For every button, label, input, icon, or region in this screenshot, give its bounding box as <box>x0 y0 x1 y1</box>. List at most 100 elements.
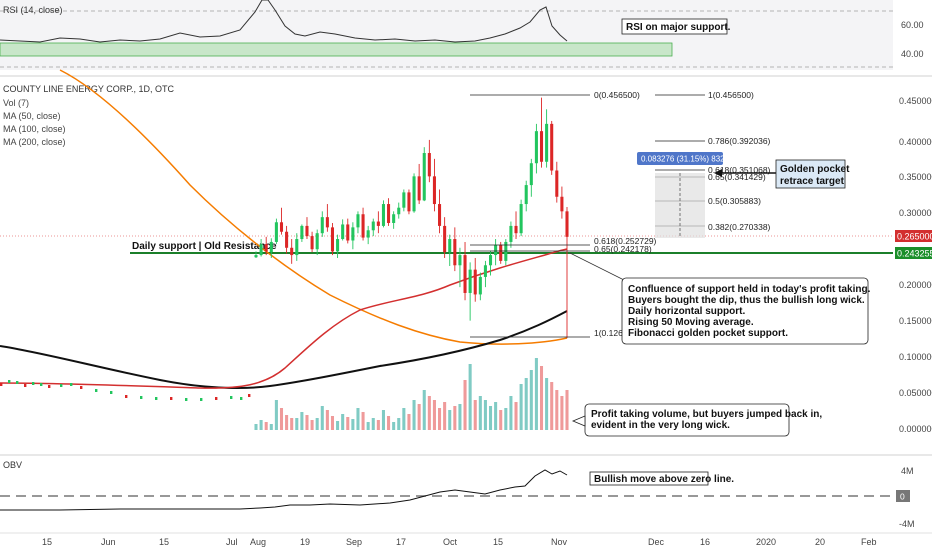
candle-body <box>392 214 396 223</box>
candle-body <box>295 239 299 256</box>
volume-bar <box>361 412 365 430</box>
volume-bar <box>504 408 508 430</box>
volume-bars <box>254 358 569 430</box>
fib2-0786-label: 0.786(0.392036) <box>708 136 771 146</box>
volume-bar <box>494 402 498 430</box>
fib2-1-label: 1(0.456500) <box>708 90 754 100</box>
ma100-line <box>59 69 568 345</box>
fib-065-label: 0.65(0.242178) <box>594 244 652 254</box>
volume-bar <box>443 402 447 430</box>
candle-body <box>125 395 128 398</box>
volume-bar <box>320 406 324 430</box>
time-tick-13: 2020 <box>756 537 776 547</box>
time-tick-3: Jul <box>226 537 238 547</box>
rsi-axis-40: 40.00 <box>901 49 924 59</box>
measure-badge-text: 0.083276 (31.15%) 83276 <box>641 155 734 164</box>
confluence-line2: Buyers bought the dip, thus the bullish … <box>628 295 865 306</box>
rsi-annotation: RSI on major support. <box>626 22 731 33</box>
candle-body <box>95 389 98 392</box>
time-tick-6: Sep <box>346 537 362 547</box>
moving-averages <box>0 69 568 389</box>
candle-body <box>110 391 113 394</box>
candle-body <box>509 225 513 242</box>
candle-body <box>361 214 365 238</box>
candle-body <box>0 383 3 386</box>
candle-body <box>230 396 233 399</box>
candle-body <box>200 398 203 401</box>
time-tick-5: 19 <box>300 537 310 547</box>
symbol-title: COUNTY LINE ENERGY CORP., 1D, OTC <box>3 84 175 94</box>
candle-body <box>155 397 158 400</box>
volume-bar <box>534 358 538 430</box>
volume-bar <box>560 396 564 430</box>
volume-bar <box>509 396 513 430</box>
last-price-text: 0.265000 <box>897 232 932 242</box>
measure-badge <box>637 152 723 165</box>
candle-body <box>285 231 289 248</box>
volume-bar <box>438 408 442 430</box>
volume-bar <box>336 421 340 430</box>
candle-body <box>170 397 173 400</box>
volume-bar <box>417 404 421 430</box>
candle-body <box>514 225 518 234</box>
confluence-line5: Fibonacci golden pocket support. <box>628 328 788 339</box>
candle-body <box>70 383 73 386</box>
candle-body <box>468 269 472 293</box>
candle-body <box>300 225 304 240</box>
ma200-line <box>0 310 568 389</box>
volume-bar <box>330 416 335 430</box>
volume-bar <box>269 424 273 430</box>
volume-bar <box>565 390 569 430</box>
volume-bar <box>524 378 528 430</box>
volume-annotation-line1: Profit taking volume, but buyers jumped … <box>591 409 822 420</box>
fib2-0382-label: 0.382(0.270338) <box>708 222 771 232</box>
candle-body <box>140 396 143 399</box>
volume-bar <box>483 400 487 430</box>
candle-body <box>494 244 498 256</box>
obv-axis-4m: 4M <box>901 466 914 476</box>
candle-body <box>443 225 447 253</box>
candle-body <box>458 255 462 266</box>
volume-bar <box>488 406 493 430</box>
volume-bar <box>448 410 452 430</box>
volume-bar <box>468 364 472 430</box>
candle-body <box>432 176 436 205</box>
volume-bar <box>259 420 263 430</box>
obv-axis-neg4m: -4M <box>899 519 915 529</box>
time-tick-12: 16 <box>700 537 710 547</box>
candle-body <box>290 247 294 256</box>
candle-body <box>550 123 554 171</box>
volume-bar <box>397 418 401 430</box>
volume-bar <box>432 400 436 430</box>
time-axis: 15 Jun 15 Jul Aug 19 Sep 17 Oct 15 Nov D… <box>0 532 932 547</box>
time-tick-15: Feb <box>861 537 877 547</box>
volume-bar <box>315 418 319 430</box>
candle-body <box>381 204 385 226</box>
confluence-box <box>621 277 869 345</box>
volume-bar <box>550 382 554 430</box>
candle-body <box>305 225 309 237</box>
volume-bar <box>274 400 278 430</box>
ma50-line <box>0 248 568 389</box>
candle-body <box>320 217 324 234</box>
candle-body <box>48 385 51 388</box>
legend-ma200: MA (200, close) <box>3 137 66 147</box>
volume-bar <box>356 408 360 430</box>
volume-bar <box>371 418 375 430</box>
volume-bar <box>463 380 467 430</box>
volume-bar <box>499 410 503 430</box>
volume-bar <box>305 415 309 430</box>
candle-body <box>60 384 63 387</box>
rsi-support-zone <box>0 42 673 57</box>
candle-body <box>240 397 243 400</box>
confluence-line3: Daily horizontal support. <box>628 306 745 317</box>
time-tick-2: 15 <box>159 537 169 547</box>
candle-body <box>478 276 482 295</box>
candle-body <box>259 244 263 256</box>
last-price-badge <box>895 230 932 242</box>
candle-body <box>371 221 375 231</box>
candle-body <box>24 384 27 387</box>
obv-annotation-box <box>589 471 709 486</box>
